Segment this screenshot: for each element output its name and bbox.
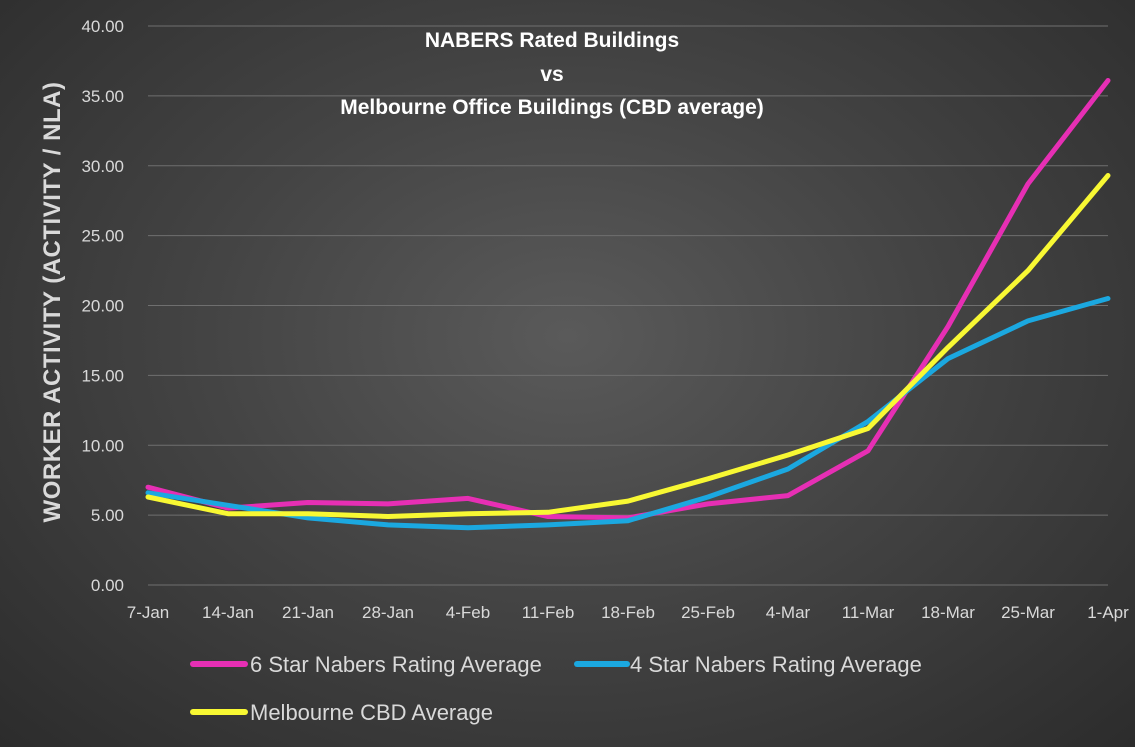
- y-tick-label: 30.00: [81, 157, 124, 176]
- x-tick-label: 25-Feb: [681, 603, 735, 622]
- y-tick-label: 0.00: [91, 576, 124, 595]
- legend-label-cbd: Melbourne CBD Average: [250, 700, 493, 725]
- x-tick-label: 11-Mar: [842, 603, 895, 622]
- x-tick-label: 25-Mar: [1001, 603, 1055, 622]
- y-tick-label: 40.00: [81, 17, 124, 36]
- x-tick-label: 28-Jan: [362, 603, 414, 622]
- x-tick-label: 7-Jan: [127, 603, 170, 622]
- x-tick-label: 18-Mar: [921, 603, 975, 622]
- series-line-cbd: [145, 173, 1111, 519]
- series-line-4-star: [145, 296, 1111, 531]
- y-tick-label: 25.00: [81, 227, 124, 246]
- x-tick-label: 14-Jan: [202, 603, 254, 622]
- legend-item-cbd: Melbourne CBD Average: [190, 700, 493, 725]
- legend-label-6-star: 6 Star Nabers Rating Average: [250, 652, 542, 677]
- legend-label-4-star: 4 Star Nabers Rating Average: [630, 652, 922, 677]
- x-tick-label: 21-Jan: [282, 603, 334, 622]
- y-tick-label: 15.00: [81, 366, 124, 385]
- title-line-1: NABERS Rated Buildings: [425, 29, 679, 52]
- y-tick-label: 20.00: [81, 297, 124, 316]
- title-line-3: Melbourne Office Buildings (CBD average): [340, 96, 764, 119]
- chart-title: NABERS Rated Buildings vs Melbourne Offi…: [340, 29, 764, 119]
- x-tick-label: 1-Apr: [1087, 603, 1129, 622]
- legend: 6 Star Nabers Rating Average 4 Star Nabe…: [190, 652, 922, 725]
- title-line-2: vs: [540, 63, 563, 86]
- series-lines: [145, 78, 1111, 531]
- legend-item-4-star: 4 Star Nabers Rating Average: [574, 652, 922, 677]
- x-tick-label: 4-Mar: [766, 603, 811, 622]
- y-tick-label: 35.00: [81, 87, 124, 106]
- y-axis-ticks: 0.00 5.00 10.00 15.00 20.00 25.00 30.00 35.00 40…: [81, 17, 124, 595]
- x-tick-label: 11-Feb: [522, 603, 575, 622]
- series-line-6-star: [145, 78, 1111, 521]
- legend-item-6-star: 6 Star Nabers Rating Average: [190, 652, 542, 677]
- y-tick-label: 5.00: [91, 506, 124, 525]
- x-tick-label: 4-Feb: [446, 603, 490, 622]
- x-tick-label: 18-Feb: [601, 603, 655, 622]
- y-tick-label: 10.00: [81, 436, 124, 455]
- x-axis-ticks: 7-Jan 14-Jan 21-Jan 28-Jan 4-Feb 11-Feb 18-Feb…: [127, 603, 1129, 622]
- y-axis-label: WORKER ACTIVITY (ACTIVITY / NLA): [39, 82, 66, 523]
